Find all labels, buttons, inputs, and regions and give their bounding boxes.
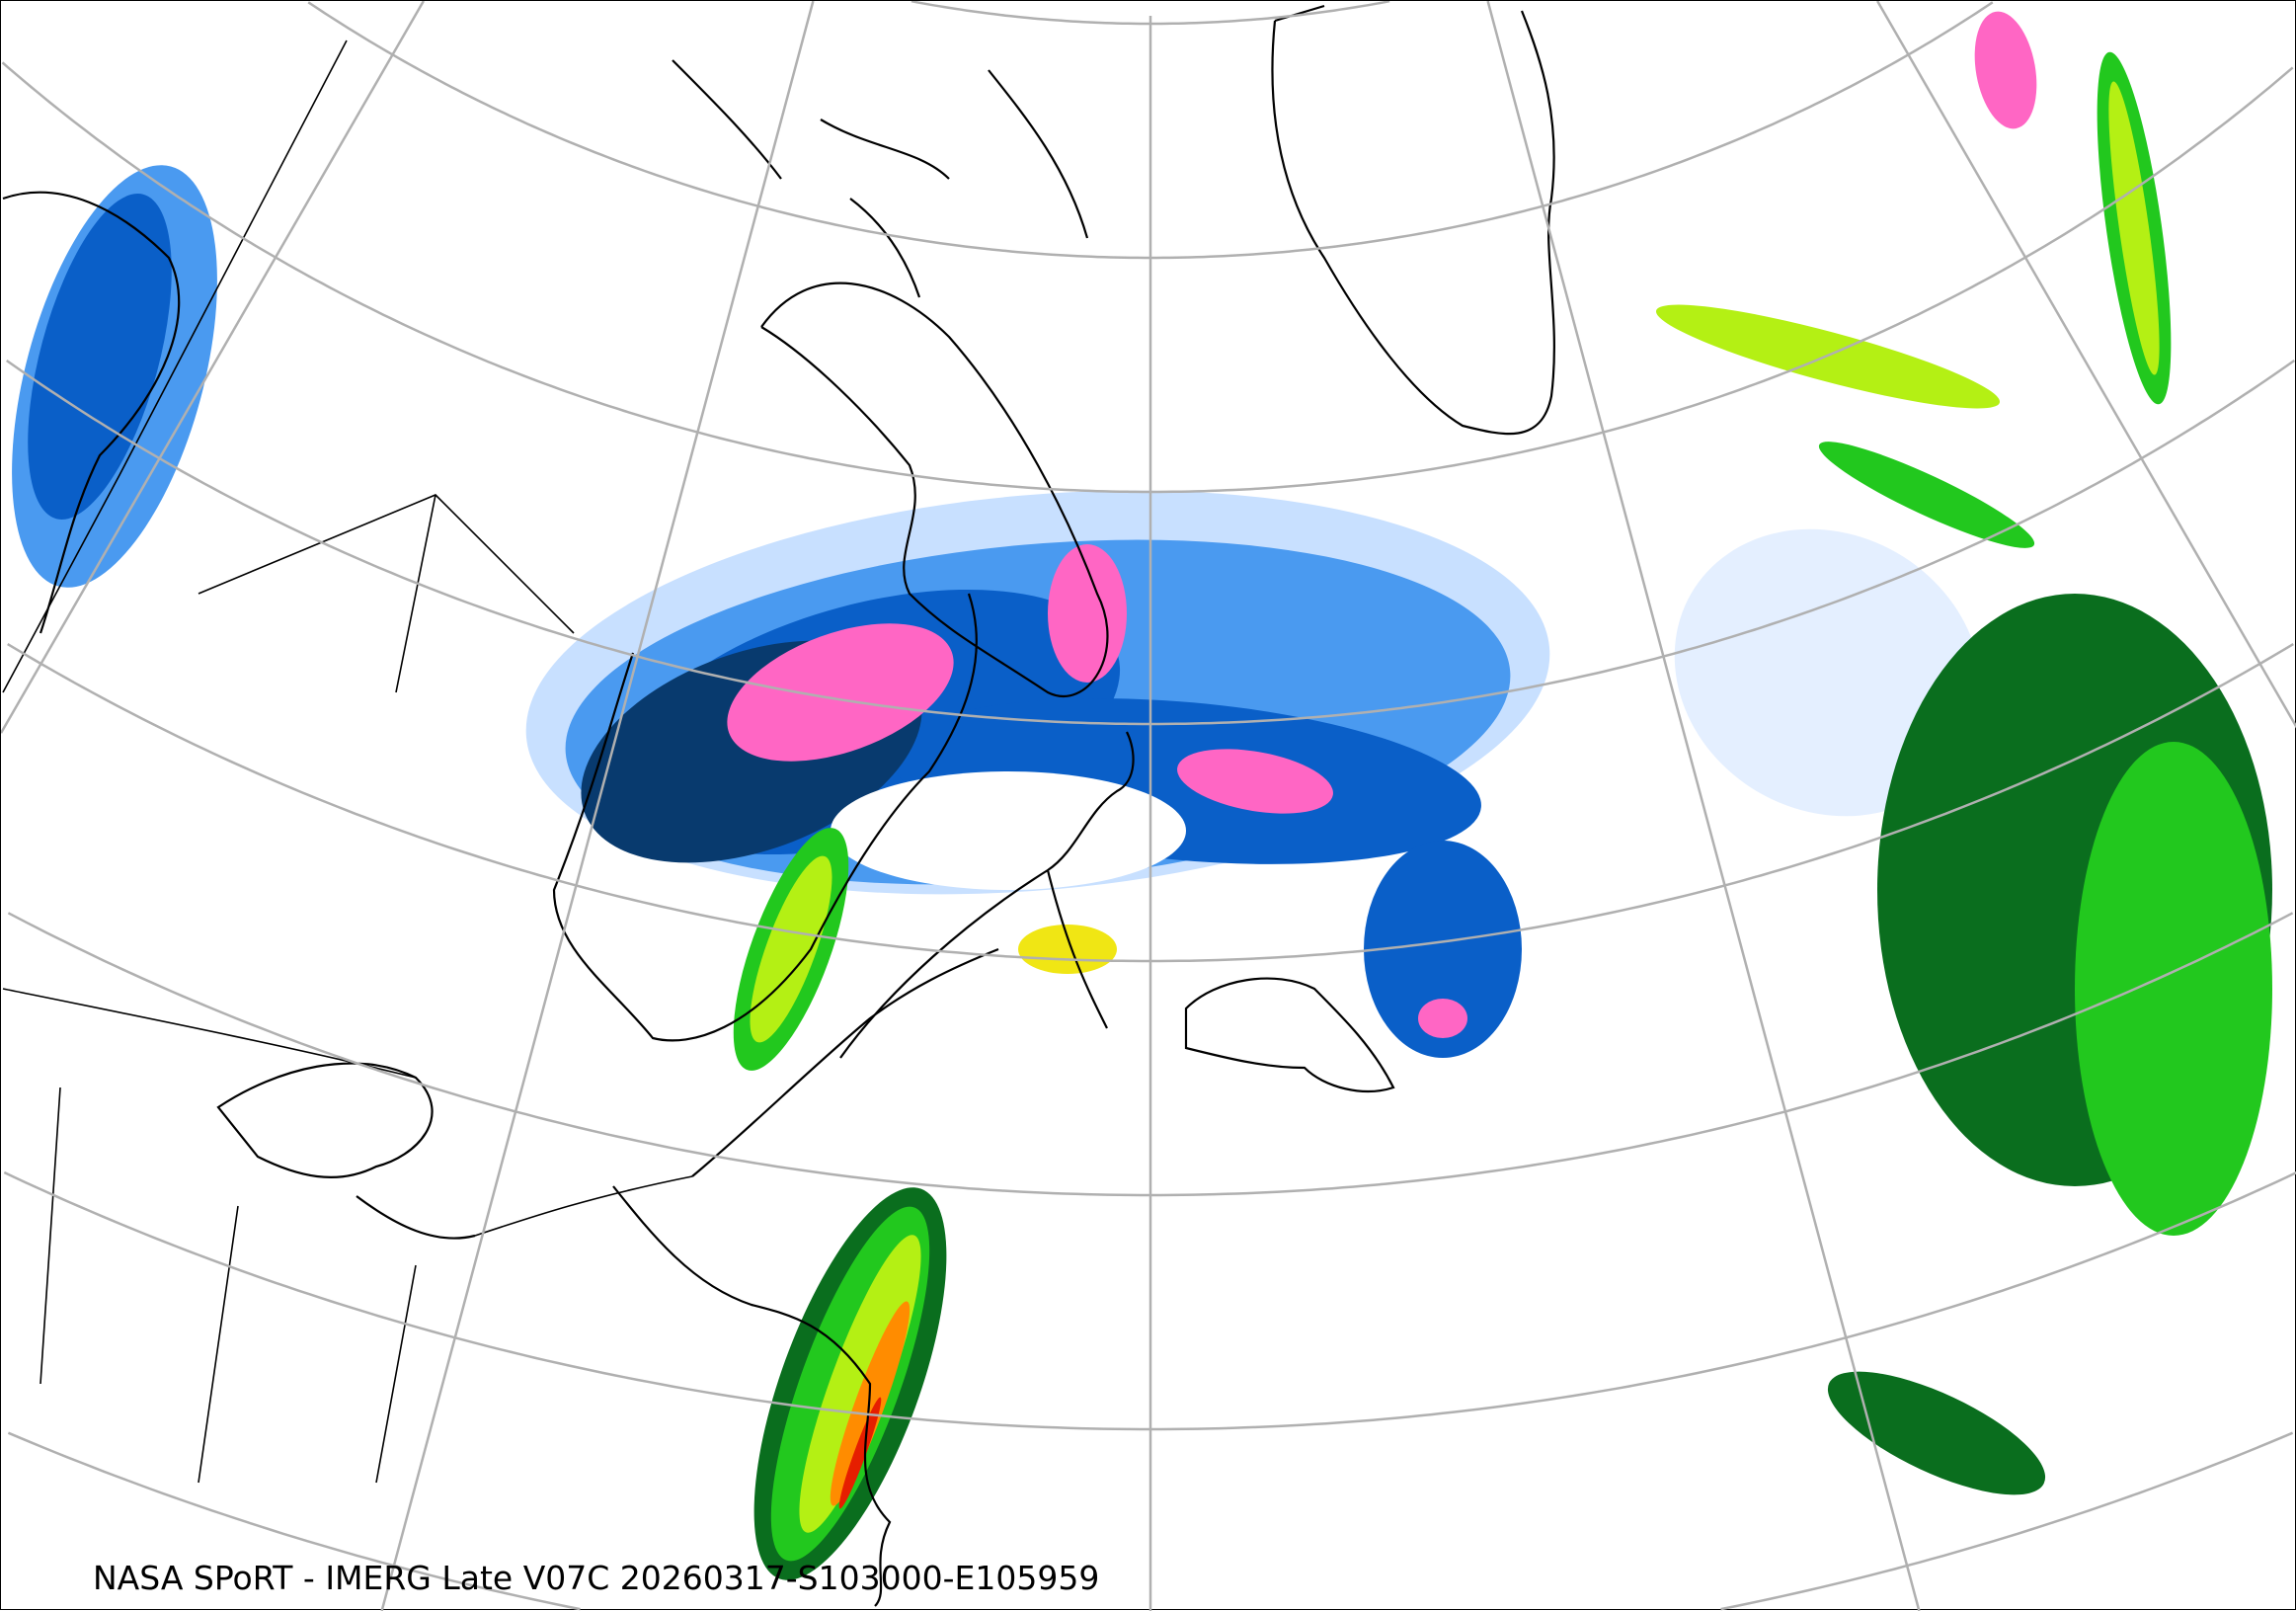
rain-area (1018, 925, 1117, 974)
province-borders (2, 40, 575, 1484)
longitude-line (1876, 1, 2296, 729)
baffin-island-coast (760, 282, 1109, 698)
rain-area (1974, 11, 2037, 129)
snow-area (727, 623, 954, 762)
snow-area (1048, 544, 1127, 683)
latitude-line (1, 61, 2294, 494)
rain-area (2075, 742, 2272, 1236)
alaska-yukon-coast (2, 191, 181, 634)
snow-area (1364, 841, 1522, 1058)
latitude-line (7, 1431, 2294, 1611)
rain-area (838, 1397, 882, 1509)
map-caption: NASA SPoRT - IMERG Late V07C 20260317-S1… (93, 1559, 1100, 1597)
canada-us-border (2, 988, 693, 1237)
precipitation-layer (12, 11, 2272, 1580)
hudson-bay-coast (552, 593, 978, 1042)
longitude-line (1, 1, 425, 734)
rain-area (799, 1235, 921, 1533)
snow-area (1418, 999, 1467, 1038)
us-east-coast (612, 1185, 892, 1607)
coastlines-layer (2, 4, 1555, 1607)
labrador-quebec-coast (839, 731, 1135, 1059)
rain-area (2108, 81, 2160, 375)
snow-area (1177, 749, 1333, 814)
longitude-line (380, 1, 815, 1611)
longitude-line (1486, 1, 1921, 1611)
st-lawrence-coast (691, 947, 999, 1177)
greenland-coast (1271, 4, 1555, 436)
great-lakes-coast (216, 1062, 476, 1240)
precip-gap (831, 771, 1186, 890)
rain-area (1827, 1371, 2046, 1495)
newfoundland-coast (1184, 977, 1395, 1093)
rain-area (1818, 442, 2035, 548)
arctic-islands-coast (672, 59, 1089, 298)
snow-area (28, 194, 172, 520)
